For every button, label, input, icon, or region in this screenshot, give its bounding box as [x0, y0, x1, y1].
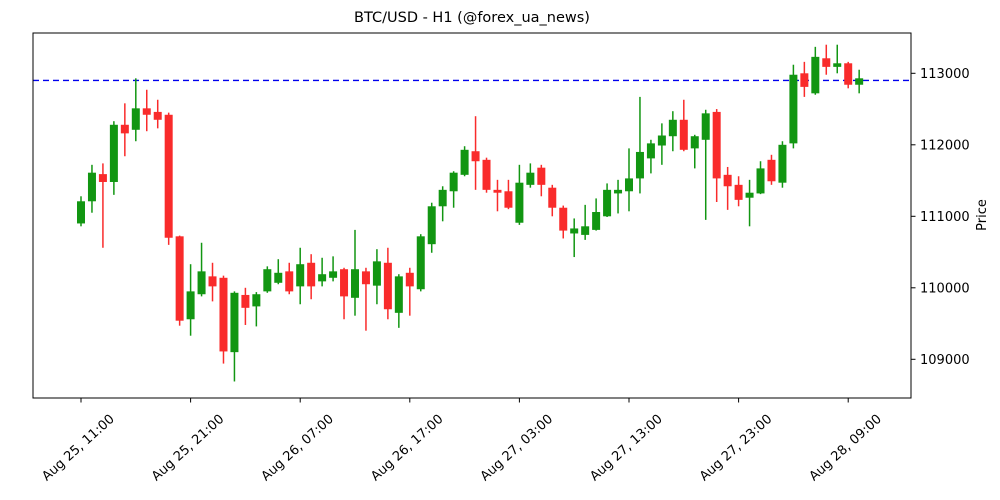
candle-body: [307, 262, 316, 287]
candle-body: [493, 189, 502, 193]
candle-body: [690, 136, 699, 149]
candle-body: [537, 167, 546, 185]
candle-body: [712, 111, 721, 179]
candle-body: [811, 56, 820, 94]
y-tick-label: 111000: [920, 210, 970, 225]
plot-border: [32, 32, 912, 399]
candle-body: [855, 78, 864, 85]
x-tick-label: Aug 28, 09:00: [807, 412, 885, 485]
candle-body: [646, 143, 655, 159]
candle-body: [548, 187, 557, 208]
candle-body: [329, 271, 338, 278]
candle-body: [449, 172, 458, 192]
y-tick-label: 110000: [920, 281, 970, 296]
candle-body: [109, 124, 118, 182]
candle-body: [153, 111, 162, 120]
candle-body: [340, 269, 349, 297]
candle-body: [635, 151, 644, 179]
candle-body: [504, 191, 513, 208]
candle-body: [756, 168, 765, 194]
candle-body: [285, 271, 294, 292]
y-tick-label: 112000: [920, 138, 970, 153]
candle-body: [745, 192, 754, 198]
candle-body: [120, 124, 129, 134]
candle-body: [701, 113, 710, 140]
candle-body: [197, 271, 206, 295]
candle-body: [734, 184, 743, 200]
candle-body: [405, 272, 414, 287]
x-tick-label: Aug 27, 13:00: [587, 412, 665, 485]
candle-body: [142, 108, 151, 115]
x-tick-label: Aug 26, 17:00: [368, 412, 446, 485]
candle-body: [844, 63, 853, 85]
chart-layers: 109000 110000 111000 112000 113000 Aug 25, 11…: [32, 32, 970, 485]
candle-body: [77, 201, 85, 224]
candle-body: [460, 149, 469, 175]
candle-body: [318, 274, 327, 282]
candle-body: [372, 261, 381, 286]
candle-body: [614, 189, 623, 194]
candle-body: [822, 58, 831, 67]
candle-body: [668, 119, 677, 137]
candle-body: [438, 189, 447, 207]
candle-body: [274, 272, 283, 283]
y-axis-label: Price: [975, 199, 990, 231]
candle-body: [603, 189, 612, 217]
candle-body: [219, 277, 228, 352]
x-tick-label: Aug 26, 07:00: [259, 412, 337, 485]
candle-body: [679, 119, 688, 150]
candle-body: [723, 174, 732, 187]
candle-body: [230, 292, 239, 353]
candle-body: [361, 271, 370, 285]
candle-body: [526, 172, 535, 185]
candle-body: [186, 291, 195, 320]
candle-body: [175, 236, 184, 321]
candle-body: [241, 294, 250, 308]
x-tick-label: Aug 27, 23:00: [697, 412, 775, 485]
candle-body: [515, 182, 524, 223]
candle-body: [416, 236, 425, 290]
candle-body: [800, 73, 809, 87]
candle-body: [657, 135, 666, 146]
x-tick-label: Aug 25, 21:00: [149, 412, 227, 485]
candle-body: [592, 212, 601, 230]
candle-body: [351, 269, 359, 298]
candle-body: [252, 294, 261, 307]
candle-body: [482, 159, 491, 190]
y-tick-label: 113000: [920, 67, 970, 82]
candle-body: [394, 276, 403, 313]
candle-body: [263, 269, 272, 292]
candle-body: [164, 114, 173, 238]
candle-body: [767, 159, 776, 182]
candle-body: [296, 264, 305, 287]
candle-body: [208, 276, 217, 287]
x-tick-label: Aug 25, 11:00: [39, 412, 117, 485]
candle-body: [789, 74, 798, 144]
candle-body: [87, 172, 96, 202]
candle-body: [581, 226, 590, 235]
candle-body: [559, 207, 568, 231]
candle-body: [383, 262, 392, 310]
candle-body: [625, 178, 633, 192]
candle-body: [131, 108, 140, 130]
candle-body: [778, 144, 787, 183]
candle-body: [570, 228, 579, 234]
candle-body: [471, 151, 480, 162]
x-tick-label: Aug 27, 03:00: [478, 412, 556, 485]
chart-title: BTC/USD - H1 (@forex_ua_news): [354, 10, 590, 26]
candle-body: [833, 63, 842, 67]
y-tick-label: 109000: [920, 353, 970, 368]
candle-body: [427, 206, 436, 245]
candle-body: [98, 174, 107, 182]
